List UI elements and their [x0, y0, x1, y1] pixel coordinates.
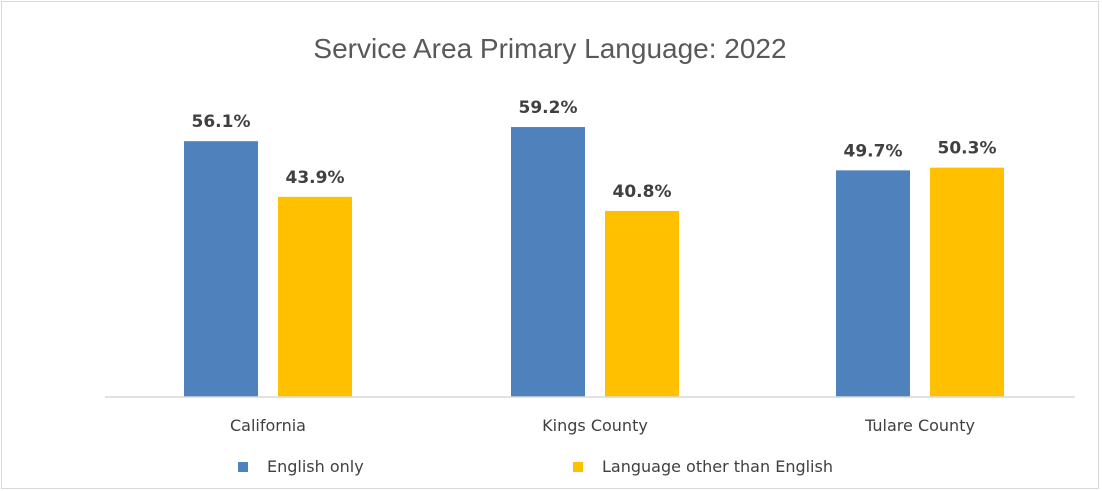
category-label: California	[230, 416, 306, 435]
legend: English only Language other than English	[238, 457, 833, 476]
bar-other-language-2	[930, 167, 1004, 397]
category-label: Kings County	[542, 416, 648, 435]
data-label: 56.1%	[192, 112, 251, 132]
bar-english-only-0	[184, 141, 258, 397]
data-label: 59.2%	[519, 98, 578, 118]
legend-swatch-0	[238, 462, 248, 472]
bars-group	[184, 127, 1004, 397]
bar-other-language-1	[605, 210, 679, 397]
bar-labels-group: 56.1% 43.9% 59.2% 40.8% 49.7% 50.3%	[192, 98, 997, 202]
bar-english-only-1	[511, 127, 585, 397]
bar-other-language-0	[278, 196, 352, 397]
data-label: 50.3%	[938, 139, 997, 159]
data-label: 43.9%	[286, 168, 345, 188]
bar-english-only-2	[836, 170, 910, 397]
legend-label-1: Language other than English	[602, 457, 833, 476]
legend-swatch-1	[573, 462, 583, 472]
data-label: 49.7%	[844, 141, 903, 161]
data-label: 40.8%	[613, 182, 672, 202]
legend-label-0: English only	[267, 457, 364, 476]
category-labels-group: California Kings County Tulare County	[230, 416, 975, 435]
chart-title: Service Area Primary Language: 2022	[313, 33, 786, 64]
category-label: Tulare County	[864, 416, 975, 435]
